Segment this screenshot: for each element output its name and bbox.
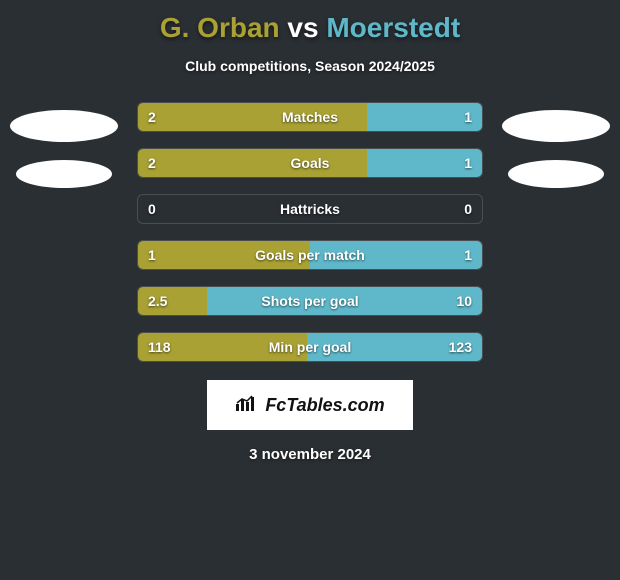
player2-name: Moerstedt [326,12,460,43]
source-logo-text: FcTables.com [265,395,384,416]
stat-row: 1 1 Goals per match [137,240,483,270]
stat-row: 2 1 Matches [137,102,483,132]
stat-left-value: 118 [148,339,171,355]
stat-left-fill [138,149,367,177]
stat-right-value: 0 [464,201,472,217]
player2-avatar-col [501,102,611,188]
vs-text: vs [287,12,318,43]
stat-label: Goals [291,155,330,171]
chart-icon [235,394,257,417]
stat-left-value: 2.5 [148,293,167,309]
stat-left-value: 2 [148,109,156,125]
player2-club-placeholder [508,160,604,188]
player1-avatar-col [9,102,119,188]
player1-name: G. Orban [160,12,280,43]
stat-left-value: 0 [148,201,156,217]
stat-right-value: 1 [464,155,472,171]
stat-right-value: 123 [449,339,472,355]
stat-left-value: 1 [148,247,156,263]
stat-right-value: 10 [456,293,472,309]
stat-right-value: 1 [464,247,472,263]
stat-row: 2.5 10 Shots per goal [137,286,483,316]
stat-row: 0 0 Hattricks [137,194,483,224]
stat-row: 2 1 Goals [137,148,483,178]
snapshot-date: 3 november 2024 [0,446,620,463]
player2-avatar-placeholder [502,110,610,142]
stat-label: Matches [282,109,338,125]
stat-label: Shots per goal [261,293,358,309]
player1-club-placeholder [16,160,112,188]
stat-right-value: 1 [464,109,472,125]
infographic-container: G. Orban vs Moerstedt Club competitions,… [0,0,620,580]
source-logo: FcTables.com [207,380,413,430]
comparison-body: 2 1 Matches 2 1 Goals 0 0 Hattricks 1 1 Goals per m… [0,102,620,362]
player1-avatar-placeholder [10,110,118,142]
stat-row: 118 123 Min per goal [137,332,483,362]
subtitle: Club competitions, Season 2024/2025 [0,58,620,74]
comparison-title: G. Orban vs Moerstedt [0,12,620,44]
stat-label: Hattricks [280,201,340,217]
stat-label: Min per goal [269,339,351,355]
stat-left-value: 2 [148,155,156,171]
stat-bars: 2 1 Matches 2 1 Goals 0 0 Hattricks 1 1 Goals per m… [137,102,483,362]
stat-label: Goals per match [255,247,365,263]
